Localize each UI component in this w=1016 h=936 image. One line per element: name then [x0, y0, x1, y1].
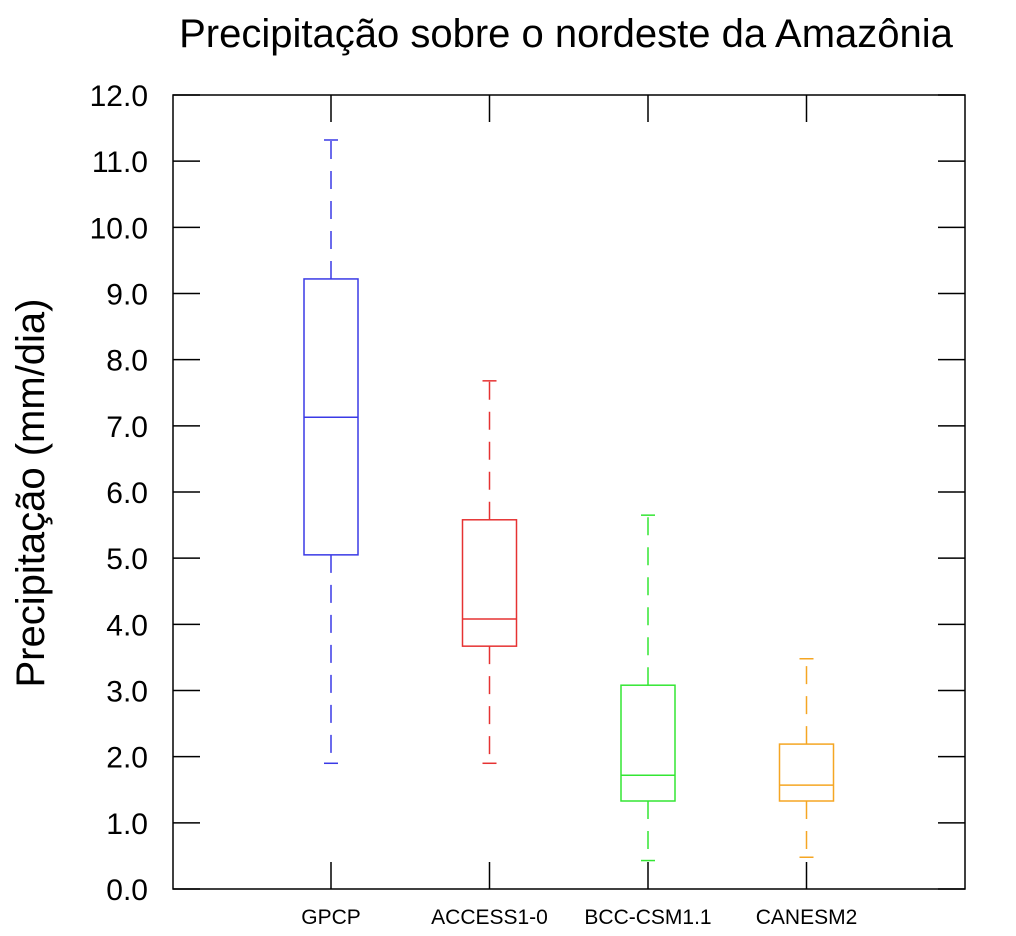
- box-series: [303, 139, 835, 862]
- y-axis-label: Precipitação (mm/dia): [9, 298, 53, 687]
- y-tick-label: 11.0: [92, 146, 148, 179]
- y-tick-label: 10.0: [90, 212, 148, 245]
- y-tick-label: 9.0: [106, 279, 148, 312]
- y-tick-label: 3.0: [106, 676, 148, 709]
- y-tick-label: 7.0: [106, 411, 148, 444]
- x-tick-label: GPCP: [301, 906, 361, 929]
- y-tick-label: 4.0: [106, 609, 148, 642]
- iqr-box: [461, 519, 518, 647]
- box-bcc-csm1-1: [620, 514, 676, 862]
- y-tick-label: 5.0: [106, 543, 148, 576]
- y-tick-label: 12.0: [90, 80, 148, 113]
- iqr-box: [778, 743, 835, 802]
- box-access1-0: [461, 380, 518, 765]
- box-gpcp: [303, 139, 359, 765]
- box-canesm2: [778, 657, 835, 858]
- x-tick-label: BCC-CSM1.1: [584, 906, 711, 929]
- iqr-box: [620, 684, 676, 802]
- plot-frame: [172, 94, 966, 890]
- y-tick-label: 8.0: [106, 345, 148, 378]
- chart-title: Precipitação sobre o nordeste da Amazôni…: [179, 12, 954, 56]
- y-tick-label: 0.0: [106, 874, 148, 907]
- y-tick-label: 2.0: [106, 742, 148, 775]
- x-tick-label: CANESM2: [756, 906, 858, 929]
- y-tick-label: 1.0: [106, 808, 148, 841]
- y-tick-label: 6.0: [106, 477, 148, 510]
- x-axis-ticks: GPCP ACCESS1-0 BCC-CSM1.1 CANESM2: [301, 95, 857, 929]
- x-tick-label: ACCESS1-0: [431, 906, 548, 929]
- y-axis-ticks: 0.0 1.0 2.0 3.0 4.0 5.0 6.0 7.0 8.0 9.0 10.0 11.0 12…: [90, 80, 965, 907]
